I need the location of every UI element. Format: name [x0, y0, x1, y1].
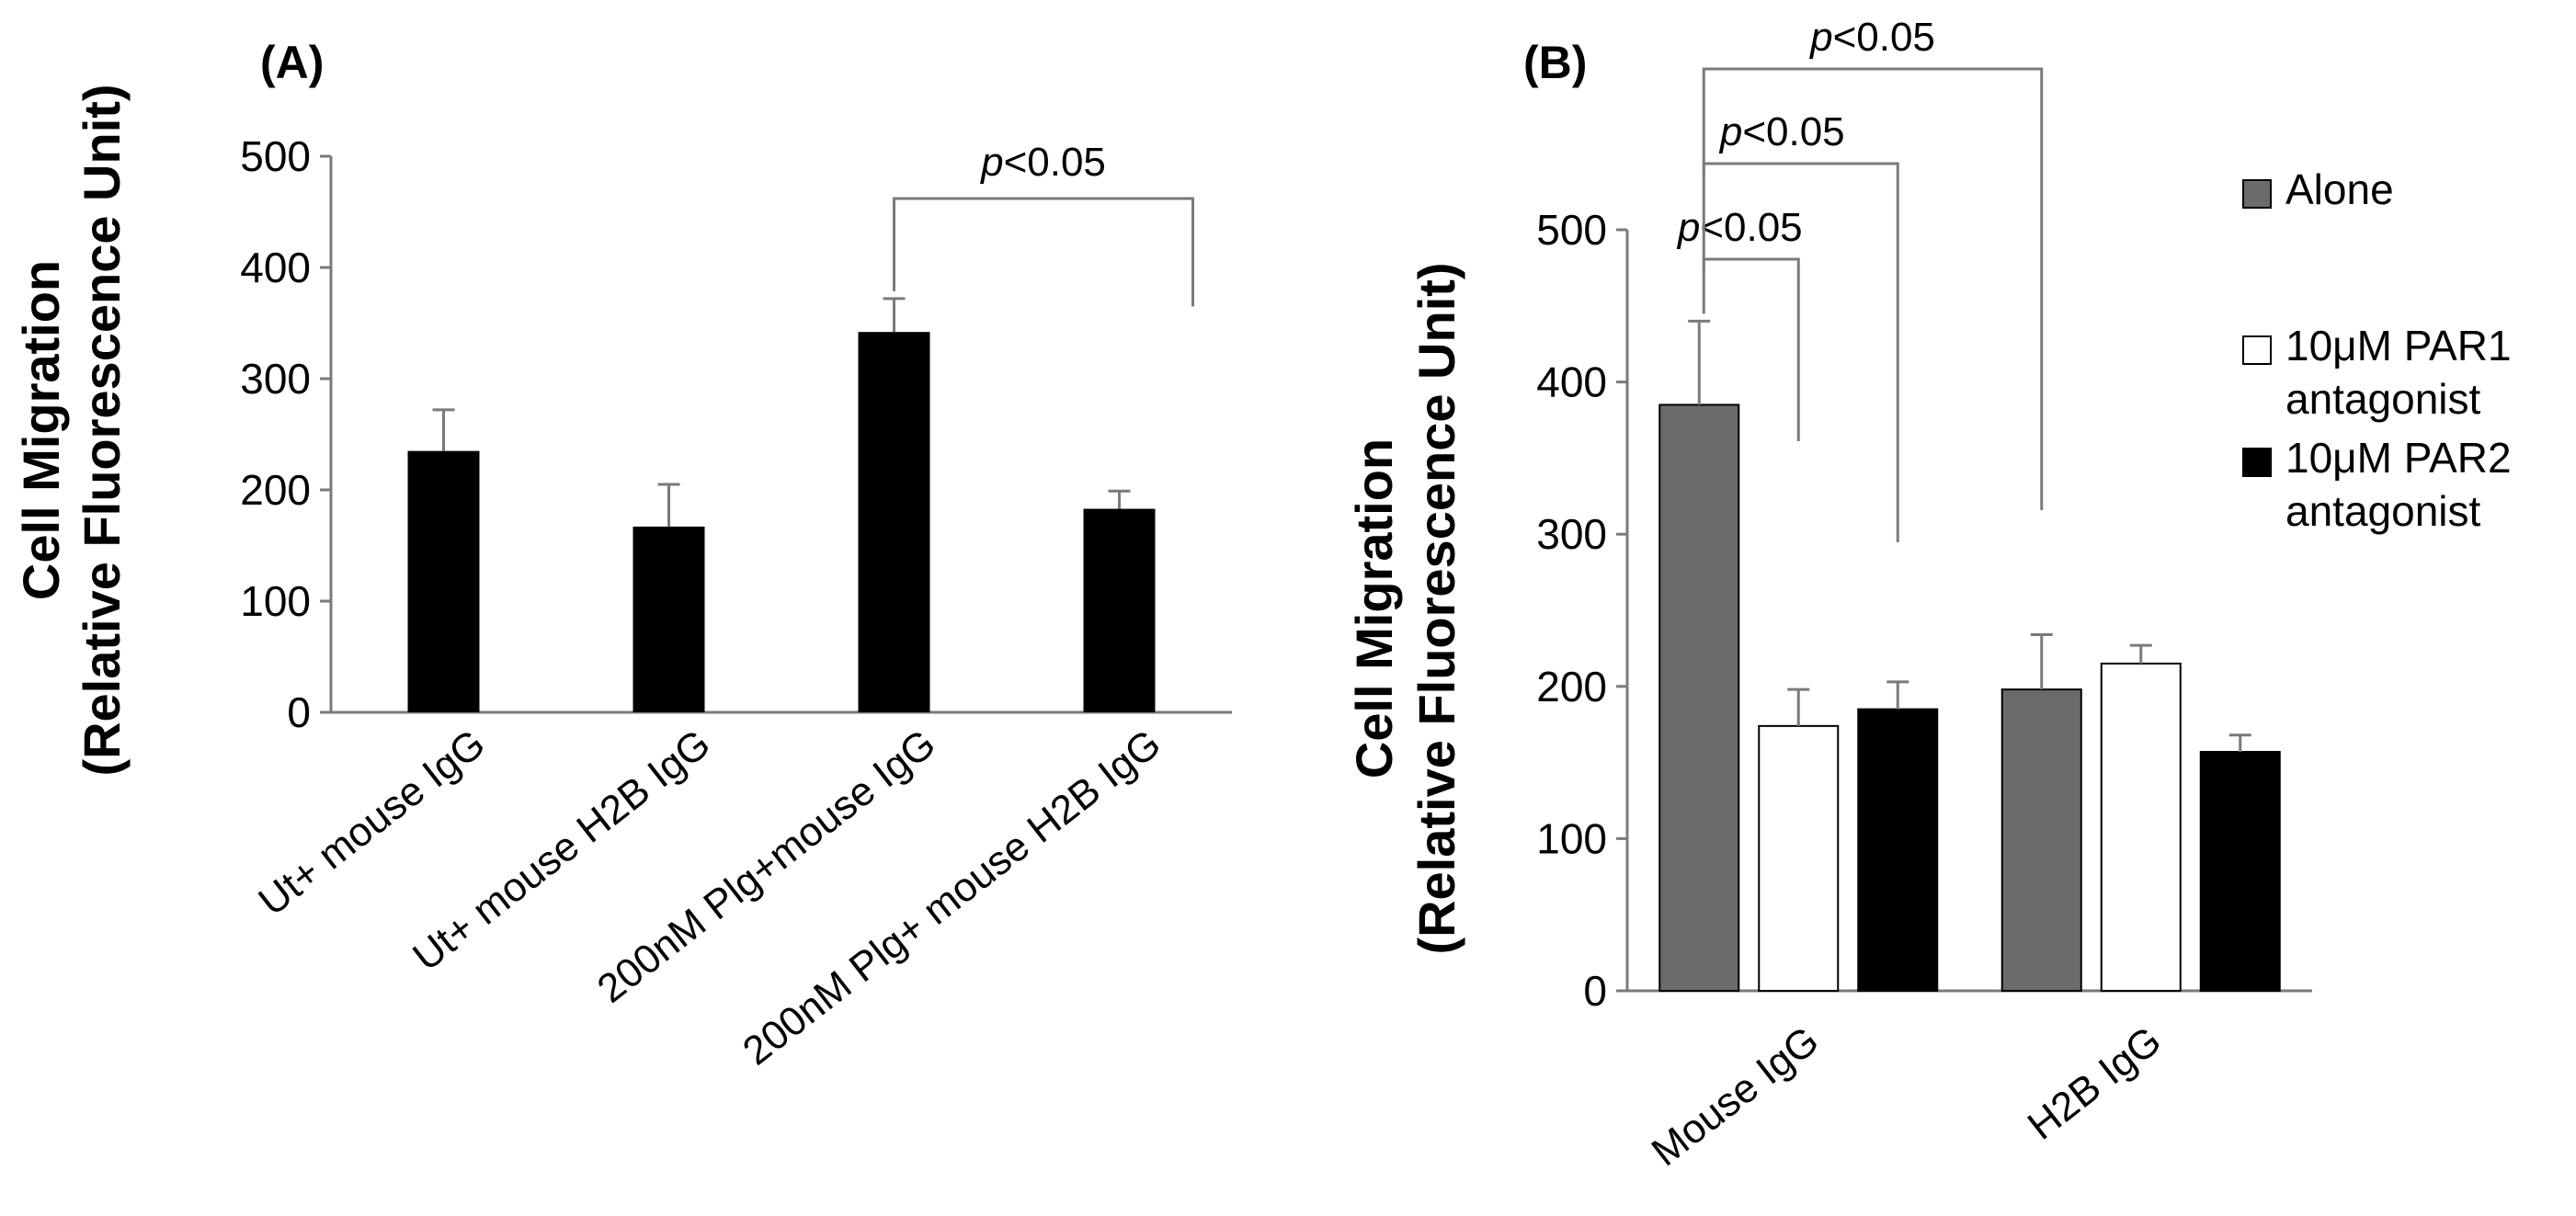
panel-a-ylabel-line1: Cell Migration — [12, 260, 70, 600]
panel-b-ytick-label: 200 — [1536, 663, 1607, 710]
panel-b-significance-bracket — [1702, 67, 2044, 510]
panel-b-legend-swatch — [2242, 179, 2272, 209]
panel-b-ytick-label: 300 — [1536, 510, 1607, 558]
panel-b-label: (B) — [1523, 37, 1587, 88]
panel-b-category-label: Mouse IgG — [1644, 1017, 1828, 1175]
panel-b-significance-label-rest: <0.05 — [1833, 15, 1935, 60]
panel-b-ytick-label: 0 — [1583, 967, 1607, 1015]
panel-b-ytick-label: 100 — [1536, 814, 1607, 862]
panel-b-ylabel-line1: Cell Migration — [1345, 438, 1403, 778]
panel-b-legend-label-line2: antagonist — [2285, 487, 2480, 535]
panel-a-ytick-label: 500 — [240, 132, 311, 180]
panel-a-significance-label-rest: <0.05 — [1004, 140, 1106, 185]
panel-b-significance-label-italic: p — [1808, 15, 1832, 60]
panel-a-ytick-label: 300 — [240, 355, 311, 403]
panel-b-legend-swatch — [2242, 335, 2272, 365]
panel-b-ytick-label: 400 — [1536, 358, 1607, 406]
panel-a-ytick-label: 200 — [240, 466, 311, 514]
panel-b-legend-label-line2: antagonist — [2285, 375, 2480, 423]
panel-b-legend-swatch — [2242, 448, 2272, 477]
panel-b-legend-label: 10μM PAR1 — [2285, 322, 2512, 369]
panel-b-significance-label: p<0.05 — [1718, 109, 1845, 154]
panel-b-bar — [1758, 724, 1840, 993]
panel-a-bar — [858, 332, 930, 712]
panel-b-category-label: H2B IgG — [2020, 1017, 2170, 1149]
panel-b-significance-label-rest: <0.05 — [1742, 109, 1844, 154]
panel-a-significance-bracket — [893, 197, 1194, 307]
panel-b-significance-label: p<0.05 — [1808, 15, 1935, 60]
panel-b-bar — [2000, 688, 2082, 992]
panel-a-significance-label: p<0.05 — [979, 140, 1106, 185]
panel-a-bar — [1083, 508, 1156, 712]
panel-a-category-label: 200nM Plg+ mouse H2B IgG — [735, 721, 1168, 1074]
panel-b-significance-label-italic: p — [1718, 109, 1742, 154]
panel-b-ylabel-line2: (Relative Fluorescence Unit) — [1408, 262, 1465, 954]
panel-a-ytick-label: 400 — [240, 244, 311, 291]
panel-b-legend-label: Alone — [2285, 165, 2394, 213]
panel-b-bar — [2100, 662, 2182, 993]
panel-a-bar — [633, 526, 705, 712]
panel-b-significance-label-rest: <0.05 — [1700, 205, 1802, 250]
panel-b-significance-label: p<0.05 — [1676, 205, 1803, 250]
panel-b-bar — [1658, 403, 1740, 992]
panel-b-significance-bracket — [1702, 162, 1899, 542]
panel-b-legend-label: 10μM PAR2 — [2285, 434, 2512, 482]
panel-a-significance-label-italic: p — [979, 140, 1003, 185]
panel-b-bar — [1857, 708, 1939, 992]
panel-b-ytick-label: 500 — [1536, 206, 1607, 254]
panel-a-ytick-label: 0 — [287, 688, 311, 736]
panel-a-category-label: Ut+ mouse IgG — [250, 721, 493, 925]
panel-a-label: (A) — [260, 37, 324, 88]
panel-b-significance-bracket — [1702, 257, 1800, 441]
panel-a-ylabel-line2: (Relative Fluorescence Unit) — [73, 84, 131, 776]
panel-b-significance-label-italic: p — [1676, 205, 1700, 250]
panel-a-ytick-label: 100 — [240, 577, 311, 625]
panel-b-bar — [2199, 751, 2281, 992]
panel-a-bar — [407, 450, 480, 712]
